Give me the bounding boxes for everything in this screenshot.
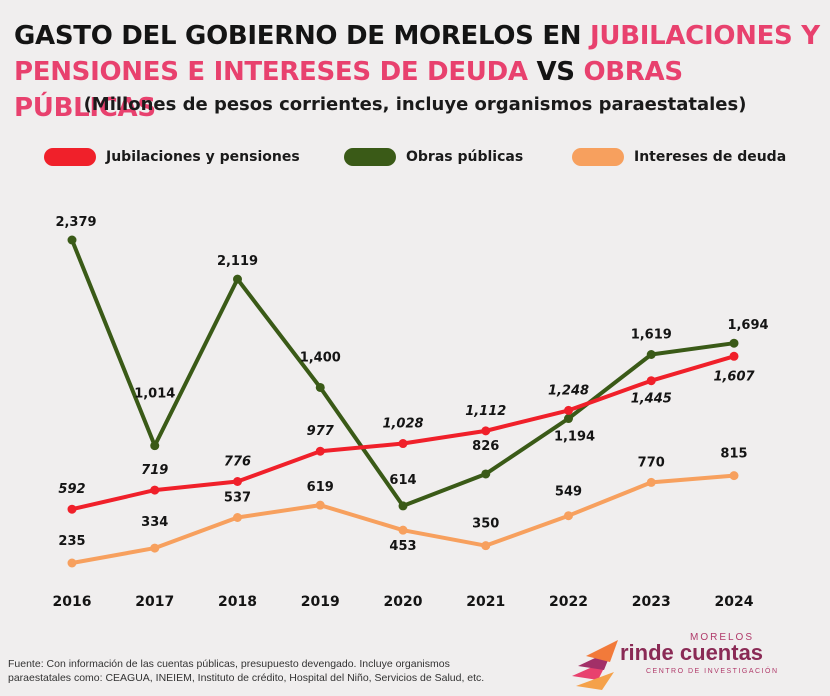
- chart-title: GASTO DEL GOBIERNO DE MORELOS EN JUBILAC…: [14, 18, 824, 126]
- data-point-intereses: [564, 511, 573, 521]
- legend-item-jubilaciones: Jubilaciones y pensiones: [44, 148, 300, 166]
- data-point-jubilaciones: [481, 426, 491, 436]
- logo-sub-text: CENTRO DE INVESTIGACIÓN: [646, 668, 779, 675]
- title-part-2: JUBILACIONES Y PENSIONES E INTERESES DE …: [14, 21, 820, 87]
- data-point-obras: [67, 235, 77, 245]
- source-note: Fuente: Con información de las cuentas p…: [8, 657, 528, 685]
- x-tick-label: 2017: [135, 594, 174, 610]
- data-label-obras: 2,379: [55, 215, 96, 230]
- data-point-jubilaciones: [315, 446, 325, 456]
- data-label-jubilaciones: 776: [224, 454, 251, 469]
- source-line-1: Fuente: Con información de las cuentas p…: [8, 658, 450, 670]
- data-point-intereses: [67, 558, 77, 568]
- x-tick-label: 2016: [53, 594, 92, 610]
- data-label-obras: 2,119: [217, 254, 258, 269]
- legend-item-obras: Obras públicas: [344, 148, 523, 166]
- source-line-2: paraestatales como: CEAGUA, INEIEM, Inst…: [8, 672, 485, 684]
- data-label-jubilaciones: 1,112: [465, 404, 506, 419]
- title-part-4: OBRAS PÚBLICAS: [14, 57, 683, 123]
- data-point-obras: [646, 349, 656, 359]
- data-label-intereses: 815: [720, 447, 747, 462]
- title-part-1: GASTO DEL GOBIERNO DE MORELOS EN: [14, 21, 591, 51]
- data-point-intereses: [315, 500, 325, 510]
- data-point-obras: [729, 338, 739, 348]
- logo-petals-icon: [572, 640, 618, 690]
- data-label-obras: 1,694: [727, 318, 768, 333]
- data-label-intereses: 350: [472, 517, 499, 532]
- data-label-intereses: 770: [638, 455, 665, 470]
- data-label-obras: 1,014: [134, 387, 175, 402]
- series-line-obras: [70, 239, 735, 508]
- x-tick-label: 2021: [466, 594, 505, 610]
- x-tick-label: 2020: [384, 594, 423, 610]
- data-label-obras: 614: [389, 473, 416, 488]
- data-point-intereses: [729, 471, 739, 481]
- data-point-jubilaciones: [398, 439, 408, 449]
- legend-swatch-obras: [344, 148, 396, 166]
- data-point-jubilaciones: [729, 351, 739, 361]
- data-label-jubilaciones: 719: [141, 463, 168, 478]
- legend-item-intereses: Intereses de deuda: [572, 148, 786, 166]
- data-label-obras: 1,619: [631, 327, 672, 342]
- line-chart: 235 334 537 619 453 350 549 770 815 2,379 1,014 2,1…: [53, 215, 769, 610]
- data-label-intereses: 619: [307, 480, 334, 495]
- data-point-obras: [564, 414, 573, 424]
- x-tick-label: 2018: [218, 594, 257, 610]
- logo-main-text: rinde cuentas: [620, 640, 764, 665]
- data-point-obras: [481, 469, 491, 479]
- data-point-intereses: [398, 525, 408, 535]
- data-point-intereses: [481, 541, 491, 551]
- data-point-obras: [315, 382, 325, 392]
- data-point-obras: [150, 441, 160, 451]
- data-point-jubilaciones: [150, 485, 160, 495]
- data-label-jubilaciones: 977: [307, 424, 335, 439]
- data-label-jubilaciones: 1,248: [548, 383, 589, 398]
- title-part-3: VS: [527, 57, 584, 87]
- data-label-jubilaciones: 592: [58, 482, 85, 497]
- legend-label-obras: Obras públicas: [406, 149, 524, 165]
- data-label-intereses: 235: [58, 534, 85, 549]
- data-point-jubilaciones: [564, 405, 573, 415]
- data-point-intereses: [233, 513, 242, 523]
- legend-swatch-jubilaciones: [44, 148, 96, 166]
- data-label-jubilaciones: 1,028: [382, 417, 423, 432]
- x-tick-label: 2024: [715, 594, 754, 610]
- logo: MORELOS rinde cuentas CENTRO DE INVESTIG…: [568, 632, 828, 692]
- logo-top-text: MORELOS: [690, 632, 755, 643]
- data-point-jubilaciones: [233, 476, 242, 486]
- data-label-jubilaciones: 1,445: [631, 392, 672, 407]
- data-point-intereses: [646, 477, 656, 487]
- legend-label-jubilaciones: Jubilaciones y pensiones: [106, 149, 300, 165]
- data-label-intereses: 537: [224, 491, 251, 506]
- data-label-obras: 826: [472, 439, 499, 454]
- data-label-intereses: 334: [141, 515, 168, 530]
- data-label-jubilaciones: 1,607: [713, 369, 755, 384]
- data-point-obras: [233, 274, 242, 284]
- data-label-intereses: 549: [555, 485, 582, 500]
- x-tick-label: 2022: [549, 594, 588, 610]
- chart-subtitle: (Millones de pesos corrientes, incluye o…: [83, 94, 747, 115]
- data-point-obras: [398, 501, 408, 511]
- data-point-intereses: [150, 543, 160, 553]
- legend: Jubilaciones y pensiones Obras públicas …: [0, 148, 830, 172]
- data-label-obras: 1,194: [554, 430, 595, 445]
- data-label-obras: 1,400: [300, 350, 341, 365]
- legend-label-intereses: Intereses de deuda: [634, 149, 787, 165]
- legend-swatch-intereses: [572, 148, 624, 166]
- x-tick-label: 2023: [632, 594, 671, 610]
- data-point-jubilaciones: [646, 376, 656, 386]
- data-label-intereses: 453: [389, 539, 416, 554]
- data-point-jubilaciones: [67, 504, 77, 514]
- x-tick-label: 2019: [301, 594, 340, 610]
